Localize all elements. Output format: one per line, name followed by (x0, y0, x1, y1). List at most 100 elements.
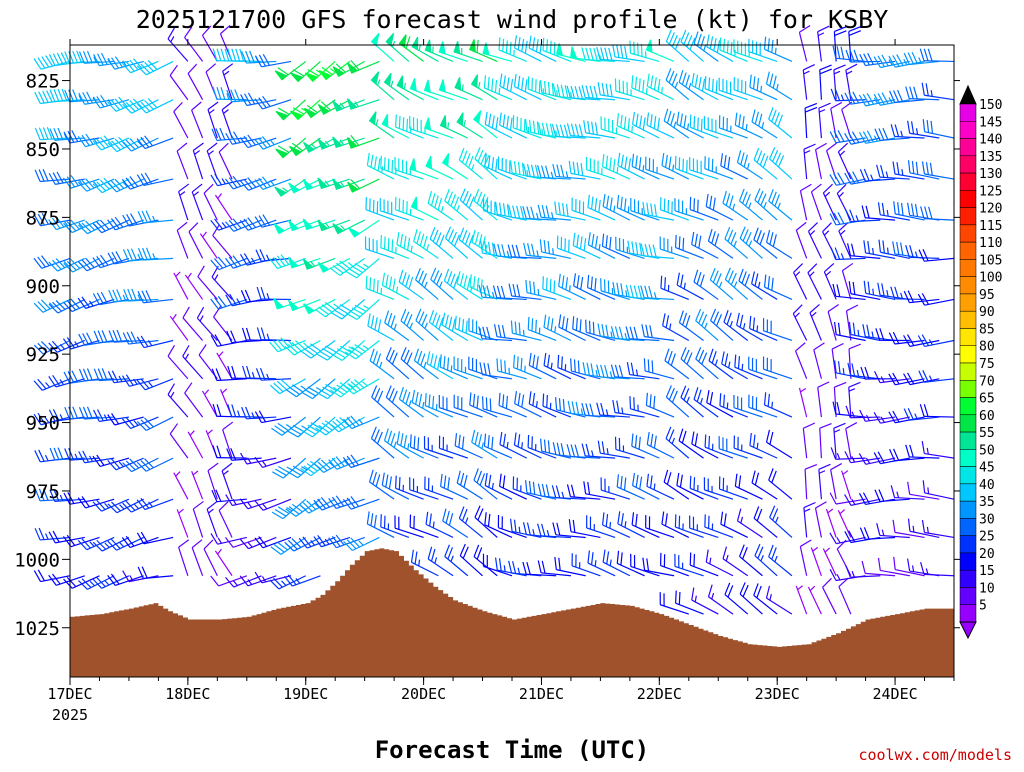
barb-flag (213, 87, 217, 99)
barb-flag (929, 207, 932, 219)
wind-barb (177, 222, 188, 258)
barb-flag (429, 310, 433, 322)
wind-barb (439, 41, 467, 61)
barb-shaft (721, 524, 748, 537)
barb-flag (385, 157, 386, 170)
colorbar-label: 145 (979, 115, 1002, 130)
barb-shaft (706, 562, 733, 576)
wind-barb (922, 83, 954, 100)
barb-shaft (441, 486, 468, 499)
barb-half-flag (466, 518, 468, 524)
wind-barb (93, 292, 129, 305)
barb-shaft (796, 351, 807, 379)
barb-shaft (401, 359, 423, 379)
barb-flag (87, 369, 92, 381)
barb-shaft (838, 510, 851, 537)
barb-flag (849, 281, 851, 294)
barb-shaft (366, 210, 394, 220)
wind-barb (922, 441, 954, 458)
wind-barb (598, 82, 630, 99)
wind-barb (679, 311, 703, 341)
barb-flag (492, 78, 493, 91)
barb-shaft (559, 286, 586, 299)
barb-half-flag (632, 126, 633, 132)
wind-barb (794, 264, 807, 300)
barb-flag (541, 80, 542, 93)
barb-shaft (177, 151, 188, 179)
barb-flag (794, 264, 803, 273)
barb-flag (548, 82, 549, 95)
barb-flag (477, 396, 478, 409)
barb-shaft (799, 32, 806, 61)
barb-flag (448, 547, 453, 559)
barb-flag (764, 37, 765, 50)
colorbar-label: 20 (979, 547, 995, 562)
barb-flag (610, 84, 612, 96)
barb-flag (666, 155, 668, 168)
barb-half-flag (726, 555, 728, 561)
barb-flag (388, 159, 389, 172)
barb-flag (590, 321, 591, 334)
barb-half-flag (811, 312, 816, 316)
wind-barb (613, 44, 645, 61)
wind-barb (215, 193, 232, 220)
barb-flag (735, 355, 736, 368)
barb-shaft (603, 167, 630, 179)
barb-half-flag (462, 84, 463, 90)
barb-half-flag (770, 594, 771, 600)
barb-flag (914, 87, 918, 99)
wind-barb (460, 188, 482, 220)
barb-flag (701, 119, 702, 132)
barb-flag (725, 227, 730, 239)
barb-half-flag (409, 400, 411, 406)
colorbar-label: 75 (979, 357, 995, 372)
x-tick-label: 23DEC (755, 685, 800, 703)
y-tick-label: 825 (26, 71, 60, 93)
barb-flag (497, 358, 498, 371)
barb-flag (521, 358, 522, 371)
barb-shaft (219, 152, 232, 179)
wind-barb (694, 270, 718, 300)
barb-flag (515, 322, 516, 335)
barb-flag (257, 327, 261, 339)
y-tick-label: 1025 (14, 618, 60, 640)
barb-pennant (425, 118, 431, 130)
barb-flag (555, 557, 556, 570)
barb-flag (496, 202, 498, 215)
barb-flag (757, 509, 762, 521)
barb-shaft (179, 547, 188, 576)
wind-barb (256, 249, 291, 261)
barb-flag (607, 196, 609, 209)
barb-shaft (283, 458, 305, 478)
barb-half-flag (628, 206, 629, 212)
wind-barb (385, 311, 409, 341)
barb-flag (375, 157, 377, 170)
barb-flag (852, 363, 855, 375)
barb-flag (426, 512, 428, 525)
barb-flag (93, 579, 102, 588)
barb-half-flag (828, 509, 833, 513)
barb-flag (222, 463, 232, 471)
barb-flag (925, 207, 928, 219)
barb-half-flag (200, 316, 203, 321)
barb-flag (644, 358, 645, 371)
barb-pennant (397, 76, 402, 89)
barb-flag (500, 558, 502, 571)
wind-barb (755, 544, 777, 576)
barb-flag (431, 193, 434, 205)
barb-pennant (425, 80, 431, 92)
barb-shaft (696, 359, 719, 379)
barb-flag (410, 434, 411, 447)
barb-flag (800, 184, 811, 190)
barb-flag (754, 435, 755, 448)
wind-barb (808, 264, 822, 300)
barb-flag (708, 585, 712, 597)
barb-half-flag (378, 79, 380, 85)
wind-barb (511, 519, 542, 538)
barb-shaft (366, 288, 394, 299)
barb-flag (538, 524, 541, 536)
wind-barb (860, 410, 895, 421)
barb-flag (681, 275, 683, 287)
barb-flag (587, 363, 589, 375)
